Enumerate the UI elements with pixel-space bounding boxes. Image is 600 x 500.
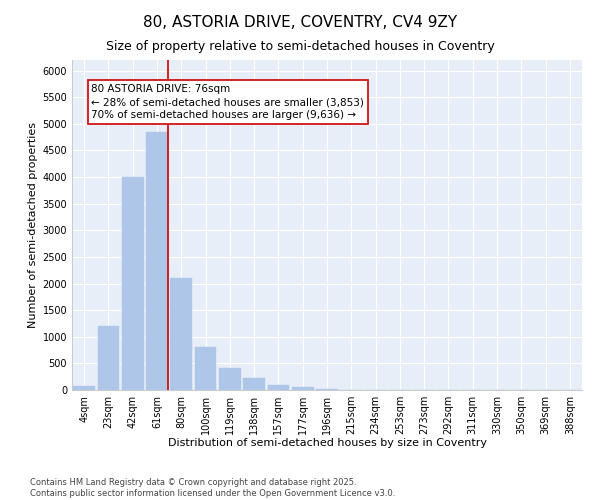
Bar [170,278,192,390]
Bar [97,326,119,390]
Bar [219,368,241,390]
Bar [122,177,143,390]
Bar [73,386,95,390]
Bar [292,388,314,390]
Text: 80, ASTORIA DRIVE, COVENTRY, CV4 9ZY: 80, ASTORIA DRIVE, COVENTRY, CV4 9ZY [143,15,457,30]
Bar [316,389,338,390]
Text: Contains HM Land Registry data © Crown copyright and database right 2025.
Contai: Contains HM Land Registry data © Crown c… [30,478,395,498]
Text: 80 ASTORIA DRIVE: 76sqm
← 28% of semi-detached houses are smaller (3,853)
70% of: 80 ASTORIA DRIVE: 76sqm ← 28% of semi-de… [91,84,364,120]
Text: Size of property relative to semi-detached houses in Coventry: Size of property relative to semi-detach… [106,40,494,53]
Bar [268,384,289,390]
Bar [194,348,217,390]
Bar [243,378,265,390]
X-axis label: Distribution of semi-detached houses by size in Coventry: Distribution of semi-detached houses by … [167,438,487,448]
Bar [146,132,168,390]
Y-axis label: Number of semi-detached properties: Number of semi-detached properties [28,122,38,328]
